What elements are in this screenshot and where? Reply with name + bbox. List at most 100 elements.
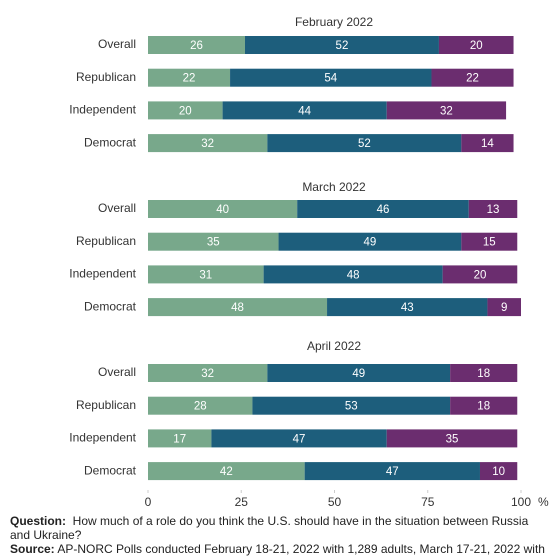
x-tick-label: 50 bbox=[328, 495, 342, 509]
bar-segment bbox=[386, 101, 507, 120]
value-label: 48 bbox=[231, 302, 244, 314]
value-label: 35 bbox=[446, 433, 459, 445]
bar-segment bbox=[148, 36, 245, 54]
value-label: 40 bbox=[216, 204, 229, 216]
value-label: 48 bbox=[347, 269, 360, 281]
bar-segment bbox=[267, 364, 451, 382]
category-label: Overall bbox=[98, 365, 136, 379]
value-label: 32 bbox=[201, 368, 214, 380]
bar-segment bbox=[211, 429, 387, 448]
value-label: 49 bbox=[352, 368, 365, 380]
value-label: 20 bbox=[470, 40, 483, 52]
x-tick-label: 100 bbox=[511, 495, 531, 509]
question-label: Question: bbox=[10, 514, 66, 528]
bar-segment bbox=[450, 364, 518, 382]
value-label: 15 bbox=[483, 237, 496, 249]
bar-segment bbox=[487, 298, 521, 317]
panel-title: April 2022 bbox=[307, 339, 361, 353]
category-label: Republican bbox=[76, 398, 136, 412]
value-label: 18 bbox=[477, 401, 490, 413]
bar-segment bbox=[431, 68, 514, 87]
value-label: 9 bbox=[501, 302, 507, 314]
category-label: Overall bbox=[98, 201, 136, 215]
value-label: 47 bbox=[293, 433, 306, 445]
value-label: 42 bbox=[220, 466, 233, 478]
value-label: 53 bbox=[345, 401, 358, 413]
bar-segment bbox=[148, 265, 264, 284]
bar-segment bbox=[461, 134, 514, 153]
value-label: 26 bbox=[190, 40, 203, 52]
bar-segment bbox=[148, 396, 253, 415]
bar-segment bbox=[148, 429, 212, 448]
bar-segment bbox=[304, 462, 480, 481]
category-label: Republican bbox=[76, 70, 136, 84]
category-label: Democrat bbox=[84, 463, 137, 477]
value-label: 28 bbox=[194, 401, 207, 413]
value-label: 54 bbox=[324, 73, 337, 85]
value-label: 32 bbox=[201, 138, 214, 150]
category-label: Republican bbox=[76, 234, 136, 248]
value-label: 47 bbox=[386, 466, 399, 478]
value-label: 31 bbox=[199, 269, 212, 281]
bar-segment bbox=[438, 36, 514, 54]
bar-segment bbox=[327, 298, 488, 317]
bar-segment bbox=[230, 68, 432, 87]
value-label: 20 bbox=[474, 269, 487, 281]
chart: February 2022 Overall 26 52 20 Republican 22 54… bbox=[69, 15, 549, 509]
bar-segment bbox=[222, 101, 387, 120]
value-label: 52 bbox=[358, 138, 371, 150]
category-label: Democrat bbox=[84, 135, 137, 149]
bar-segment bbox=[148, 200, 298, 218]
x-tick-label: 0 bbox=[145, 495, 152, 509]
bar-segment bbox=[263, 265, 443, 284]
category-label: Independent bbox=[69, 267, 136, 281]
x-tick-label: 25 bbox=[235, 495, 249, 509]
value-label: 18 bbox=[477, 368, 490, 380]
source-text: AP-NORC Polls conducted February 18-21, … bbox=[57, 542, 545, 556]
bar-segment bbox=[252, 396, 451, 415]
value-label: 35 bbox=[207, 237, 220, 249]
category-label: Independent bbox=[69, 431, 136, 445]
bar-segment bbox=[442, 265, 518, 284]
value-label: 32 bbox=[440, 105, 453, 117]
value-label: 43 bbox=[401, 302, 414, 314]
bar-segment bbox=[461, 232, 518, 251]
bar-segment bbox=[148, 298, 328, 317]
question: Question: How much of a role do you thin… bbox=[10, 514, 545, 542]
bar-segment bbox=[244, 36, 439, 54]
panel-title: February 2022 bbox=[295, 15, 373, 29]
value-label: 44 bbox=[298, 105, 311, 117]
bar-segment bbox=[148, 232, 279, 251]
category-label: Independent bbox=[69, 103, 136, 117]
source: Source: AP-NORC Polls conducted February… bbox=[10, 542, 545, 556]
bar-segment bbox=[386, 429, 518, 448]
source-label: Source: bbox=[10, 542, 55, 556]
value-label: 22 bbox=[183, 73, 196, 85]
x-axis-label: % bbox=[538, 495, 549, 509]
value-label: 20 bbox=[179, 105, 192, 117]
x-tick-label: 75 bbox=[421, 495, 435, 509]
value-label: 46 bbox=[377, 204, 390, 216]
bar-segment bbox=[148, 462, 305, 481]
value-label: 10 bbox=[492, 466, 505, 478]
category-label: Overall bbox=[98, 37, 136, 51]
panel-title: March 2022 bbox=[302, 180, 366, 194]
bar-segment bbox=[468, 200, 518, 218]
bar-segment bbox=[450, 396, 518, 415]
category-label: Democrat bbox=[84, 299, 137, 313]
bar-segment bbox=[479, 462, 518, 481]
value-label: 22 bbox=[466, 73, 479, 85]
value-label: 52 bbox=[336, 40, 349, 52]
bar-segment bbox=[267, 134, 462, 153]
value-label: 17 bbox=[173, 433, 186, 445]
value-label: 13 bbox=[487, 204, 500, 216]
value-label: 14 bbox=[481, 138, 494, 150]
question-text: How much of a role do you think the U.S.… bbox=[10, 514, 529, 542]
bar-segment bbox=[148, 364, 268, 382]
bar-segment bbox=[148, 68, 231, 87]
bar-segment bbox=[278, 232, 462, 251]
value-label: 49 bbox=[364, 237, 377, 249]
bar-segment bbox=[148, 134, 268, 153]
bar-segment bbox=[148, 101, 223, 120]
